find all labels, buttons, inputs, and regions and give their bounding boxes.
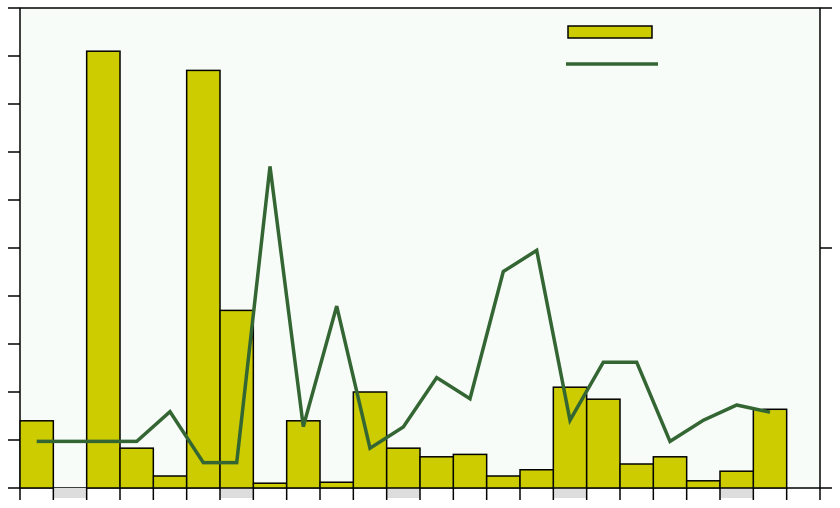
bar <box>419 456 455 489</box>
category-highlight <box>720 488 754 498</box>
category-highlight <box>220 488 254 498</box>
bar <box>752 408 788 489</box>
bar <box>685 480 721 489</box>
bar <box>519 469 555 489</box>
legend <box>566 25 658 66</box>
bar <box>152 475 188 489</box>
bar <box>619 463 655 489</box>
bar <box>185 69 221 489</box>
bar <box>485 475 521 489</box>
category-highlight <box>553 488 587 498</box>
bar <box>19 420 55 489</box>
bar <box>385 447 421 489</box>
category-highlight <box>53 488 87 498</box>
bar <box>319 481 355 489</box>
bar <box>252 482 288 489</box>
bar <box>452 453 488 489</box>
legend-bar-swatch <box>567 25 653 39</box>
bar <box>719 470 755 489</box>
plot-area <box>19 7 821 489</box>
bar <box>585 398 621 489</box>
bar <box>652 456 688 489</box>
bar <box>285 420 321 489</box>
bar <box>119 447 155 489</box>
bar <box>85 50 121 489</box>
series-line <box>36 166 771 465</box>
category-highlight <box>386 488 420 498</box>
